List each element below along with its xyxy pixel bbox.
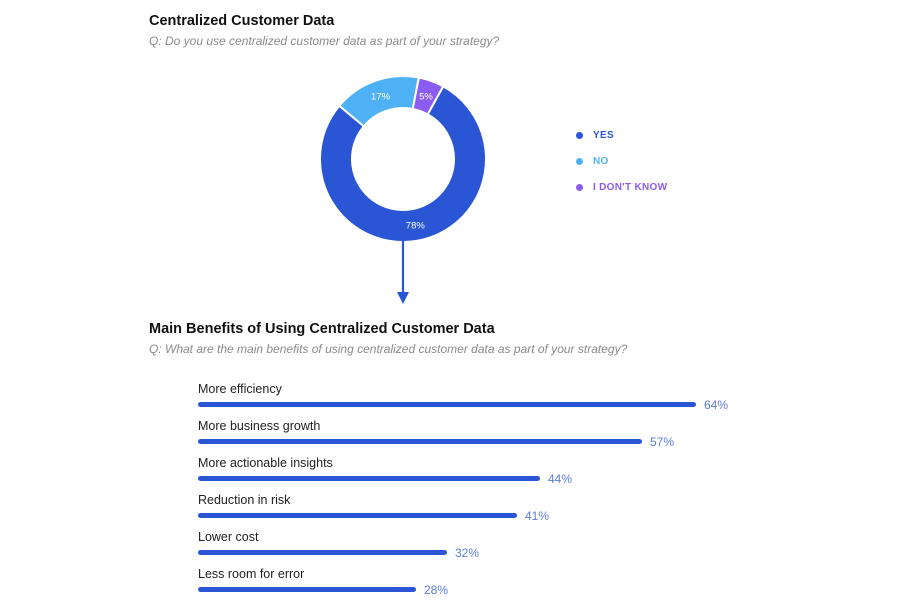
bar-2 — [198, 476, 540, 481]
down-arrow-icon — [397, 238, 409, 304]
donut-label-dont-know: 5% — [419, 92, 433, 103]
bar-label-2: More actionable insights — [198, 456, 333, 470]
donut-chart: 17% 5% 78% — [319, 75, 487, 243]
legend-dot-dont-know — [576, 183, 583, 191]
donut-legend: YES NO I DON'T KNOW — [576, 122, 667, 200]
bar-value-2: 44% — [548, 472, 573, 486]
donut-chart-title: Centralized Customer Data — [149, 13, 335, 29]
bar-chart-title: Main Benefits of Using Centralized Custo… — [149, 321, 495, 337]
bar-label-1: More business growth — [198, 419, 321, 433]
donut-slice-yes — [319, 85, 487, 243]
bar-5 — [198, 587, 416, 592]
bar-label-3: Reduction in risk — [198, 493, 291, 507]
legend-label-dont-know: I DON'T KNOW — [593, 181, 668, 193]
bar-value-5: 28% — [424, 583, 449, 597]
legend-item-dont-know: I DON'T KNOW — [576, 174, 667, 200]
legend-item-yes: YES — [576, 122, 667, 148]
bar-value-3: 41% — [525, 509, 550, 523]
donut-chart-subtitle: Q: Do you use centralized customer data … — [149, 34, 500, 48]
bar-label-0: More efficiency — [198, 382, 282, 396]
legend-dot-yes — [576, 131, 583, 139]
legend-dot-no — [576, 157, 583, 165]
legend-item-no: NO — [576, 148, 667, 174]
legend-label-no: NO — [593, 155, 609, 167]
bar-label-4: Lower cost — [198, 530, 259, 544]
legend-label-yes: YES — [593, 129, 614, 141]
bar-value-0: 64% — [704, 398, 729, 412]
bar-value-1: 57% — [650, 435, 675, 449]
bar-4 — [198, 550, 447, 555]
donut-label-yes: 78% — [406, 220, 426, 231]
bar-0 — [198, 402, 696, 407]
bar-value-4: 32% — [455, 546, 480, 560]
bar-label-5: Less room for error — [198, 567, 305, 581]
bar-3 — [198, 513, 517, 518]
donut-label-no: 17% — [371, 91, 391, 102]
bar-chart-subtitle: Q: What are the main benefits of using c… — [149, 342, 628, 356]
bar-1 — [198, 439, 642, 444]
